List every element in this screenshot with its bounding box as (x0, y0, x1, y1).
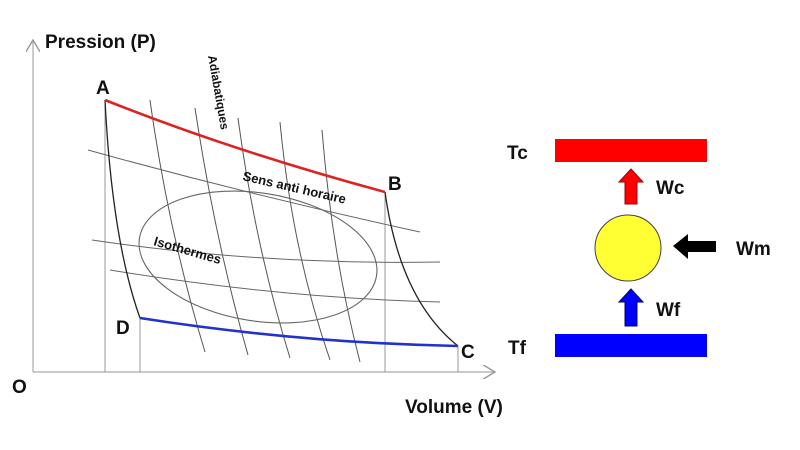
hot-reservoir-label: Tc (507, 143, 528, 164)
work-label: Wm (736, 239, 771, 260)
sens-label: Sens anti horaire (241, 168, 347, 206)
hot-reservoir-bar (555, 139, 707, 162)
adiabatic-line (321, 129, 361, 363)
adiabatic-lines (149, 99, 361, 363)
origin-label: O (12, 377, 27, 398)
isotherm-dc (139, 316, 459, 348)
isotherm-line (109, 269, 441, 303)
point-c-label: C (461, 342, 475, 363)
isotherm-line (87, 149, 421, 233)
adiabatic-da (104, 99, 141, 319)
cold-reservoir-label: Tf (508, 338, 527, 359)
cold-heat-label: Wf (656, 300, 681, 321)
hot-heat-arrow-up-icon (617, 168, 645, 205)
adiabatic-line (279, 121, 331, 361)
direction-ellipse (138, 190, 378, 324)
engine-circle (594, 214, 662, 282)
isotherm-line (91, 239, 441, 263)
y-axis-label: Pression (P) (45, 32, 156, 53)
adiabatic-bc (384, 191, 459, 347)
x-axis-label: Volume (V) (405, 397, 503, 418)
point-a-label: A (96, 78, 110, 99)
cold-reservoir-bar (555, 334, 707, 357)
adiabatic-line (194, 107, 249, 356)
adiabatic-line (149, 99, 206, 353)
cold-heat-arrow-up-icon (617, 288, 645, 327)
point-d-label: D (116, 318, 130, 339)
hot-heat-label: Wc (656, 178, 685, 199)
work-arrow-left-icon (673, 234, 716, 259)
point-b-label: B (388, 174, 402, 195)
isotherm-ab (104, 98, 386, 194)
adiabatiques-label: Adiabatiques (205, 54, 232, 131)
isothermes-label: Isothermes (152, 233, 223, 267)
